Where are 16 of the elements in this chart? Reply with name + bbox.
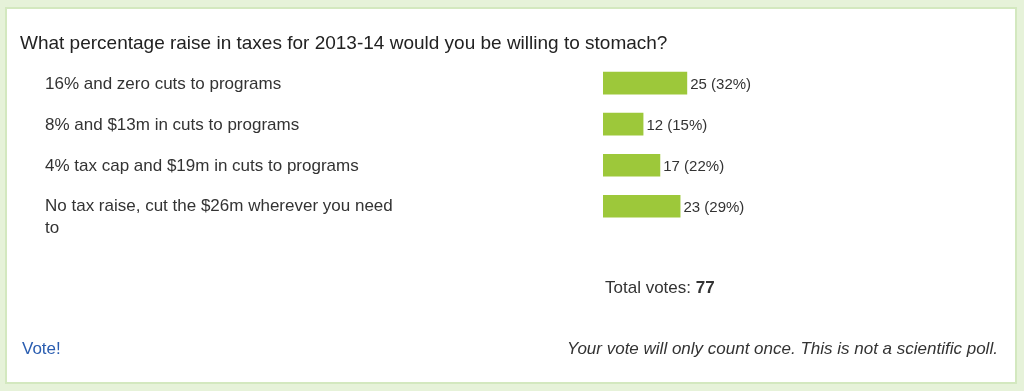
text: Vote! [22, 339, 61, 358]
text: Total votes: 77 [605, 278, 715, 297]
y-tick-label: No tax raise, cut the $26m wherever you need to [45, 196, 393, 238]
bar [603, 153, 661, 177]
bar [603, 71, 688, 95]
y-tick-label: 4% tax cap and $19m in cuts to programs [45, 156, 359, 175]
bar [603, 194, 681, 218]
bar [603, 112, 644, 136]
data-label: 25 (32%) [690, 74, 752, 92]
y-tick-label: 16% and zero cuts to programs [45, 74, 282, 93]
text: Your vote will only count once. This is not a scientific poll. [567, 339, 998, 358]
data-label: 23 (29%) [683, 197, 745, 215]
data-label: 17 (22%) [663, 156, 725, 174]
text: What percentage raise in taxes for 2013-14 would you be willing to stomach? [20, 31, 668, 53]
data-label: 12 (15%) [646, 115, 708, 133]
y-tick-label: 8% and $13m in cuts to programs [45, 115, 300, 134]
